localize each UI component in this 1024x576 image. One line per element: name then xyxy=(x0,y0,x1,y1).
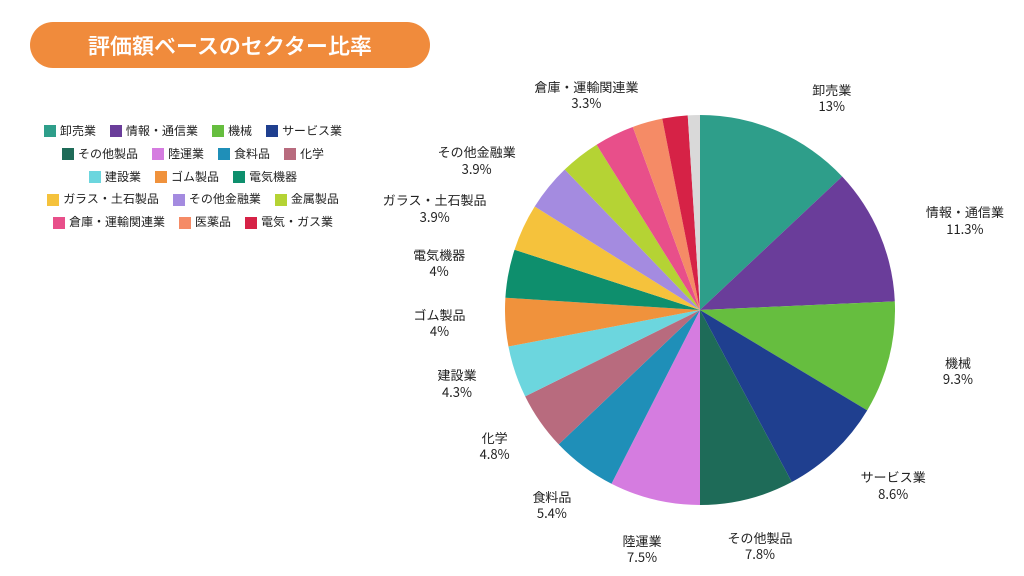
legend-label: 建設業 xyxy=(105,166,141,189)
legend-item: 情報・通信業 xyxy=(110,120,198,143)
legend-row: 倉庫・運輸関連業 医薬品 電気・ガス業 xyxy=(28,211,358,234)
legend-item: 金属製品 xyxy=(275,188,339,211)
legend-item: 化学 xyxy=(284,143,324,166)
page-title: 評価額ベースのセクター比率 xyxy=(30,22,430,68)
legend-item: 卸売業 xyxy=(44,120,96,143)
slice-label-pct: 11.3% xyxy=(926,220,1004,236)
slice-label-pct: 4.8% xyxy=(480,446,510,462)
legend-swatch xyxy=(152,148,164,160)
legend: 卸売業 情報・通信業 機械 サービス業その他製品 陸運業 食料品 化学建設業 ゴム製品 電気機器… xyxy=(28,120,358,234)
legend-label: 倉庫・運輸関連業 xyxy=(69,211,165,234)
legend-swatch xyxy=(53,217,65,229)
legend-swatch xyxy=(110,125,122,137)
slice-label: 倉庫・運輸関連業3.3% xyxy=(534,78,638,111)
legend-item: ガラス・土石製品 xyxy=(47,188,159,211)
slice-label-pct: 5.4% xyxy=(532,505,571,521)
legend-swatch xyxy=(233,171,245,183)
legend-label: 化学 xyxy=(300,143,324,166)
legend-label: ゴム製品 xyxy=(171,166,219,189)
legend-swatch xyxy=(179,217,191,229)
legend-label: 金属製品 xyxy=(291,188,339,211)
legend-item: 医薬品 xyxy=(179,211,231,234)
legend-row: ガラス・土石製品 その他金融業 金属製品 xyxy=(28,188,358,211)
slice-label-pct: 4% xyxy=(413,323,465,339)
slice-label: 卸売業13% xyxy=(812,82,851,115)
legend-swatch xyxy=(89,171,101,183)
legend-item: サービス業 xyxy=(266,120,342,143)
legend-swatch xyxy=(212,125,224,137)
legend-item: その他製品 xyxy=(62,143,138,166)
legend-row: その他製品 陸運業 食料品 化学 xyxy=(28,143,358,166)
slice-label: ゴム製品4% xyxy=(413,306,465,339)
legend-item: 食料品 xyxy=(218,143,270,166)
slice-label-pct: 13% xyxy=(812,98,851,114)
legend-label: その他製品 xyxy=(78,143,138,166)
slice-label-pct: 4.3% xyxy=(437,383,476,399)
legend-label: ガラス・土石製品 xyxy=(63,188,159,211)
legend-item: ゴム製品 xyxy=(155,166,219,189)
slice-label-pct: 3.3% xyxy=(534,95,638,111)
slice-label: 建設業4.3% xyxy=(437,367,476,400)
legend-label: 食料品 xyxy=(234,143,270,166)
slice-label-pct: 9.3% xyxy=(943,371,973,387)
slice-label: その他金融業3.9% xyxy=(438,144,516,177)
slice-label: 電気機器4% xyxy=(413,246,465,279)
slice-label: 陸運業7.5% xyxy=(623,532,662,565)
pie-chart xyxy=(505,115,895,505)
legend-swatch xyxy=(155,171,167,183)
slice-label-pct: 7.5% xyxy=(623,549,662,565)
slice-label: 情報・通信業11.3% xyxy=(926,204,1004,237)
legend-item: 陸運業 xyxy=(152,143,204,166)
legend-label: 卸売業 xyxy=(60,120,96,143)
slice-label: その他製品7.8% xyxy=(728,530,793,563)
page-title-text: 評価額ベースのセクター比率 xyxy=(88,29,372,61)
legend-row: 建設業 ゴム製品 電気機器 xyxy=(28,166,358,189)
slice-label: 機械9.3% xyxy=(943,354,973,387)
legend-swatch xyxy=(218,148,230,160)
slice-label-pct: 3.9% xyxy=(438,160,516,176)
legend-swatch xyxy=(47,194,59,206)
legend-label: その他金融業 xyxy=(189,188,261,211)
slice-label-pct: 4% xyxy=(413,263,465,279)
slice-label: 食料品5.4% xyxy=(532,489,571,522)
legend-label: 情報・通信業 xyxy=(126,120,198,143)
legend-label: 電気機器 xyxy=(249,166,297,189)
legend-item: 機械 xyxy=(212,120,252,143)
slice-label-pct: 7.8% xyxy=(728,546,793,562)
legend-swatch xyxy=(245,217,257,229)
legend-row: 卸売業 情報・通信業 機械 サービス業 xyxy=(28,120,358,143)
legend-swatch xyxy=(44,125,56,137)
legend-swatch xyxy=(266,125,278,137)
legend-item: 電気・ガス業 xyxy=(245,211,333,234)
legend-item: 電気機器 xyxy=(233,166,297,189)
slice-label: 化学4.8% xyxy=(480,430,510,463)
legend-swatch xyxy=(62,148,74,160)
legend-label: 機械 xyxy=(228,120,252,143)
legend-label: 医薬品 xyxy=(195,211,231,234)
slice-label: サービス業8.6% xyxy=(861,469,926,502)
legend-item: その他金融業 xyxy=(173,188,261,211)
legend-label: 陸運業 xyxy=(168,143,204,166)
legend-label: 電気・ガス業 xyxy=(261,211,333,234)
slice-label-pct: 3.9% xyxy=(383,208,487,224)
legend-item: 建設業 xyxy=(89,166,141,189)
legend-label: サービス業 xyxy=(282,120,342,143)
legend-swatch xyxy=(284,148,296,160)
legend-swatch xyxy=(275,194,287,206)
slice-label-pct: 8.6% xyxy=(861,485,926,501)
legend-item: 倉庫・運輸関連業 xyxy=(53,211,165,234)
legend-swatch xyxy=(173,194,185,206)
slice-label: ガラス・土石製品3.9% xyxy=(383,192,487,225)
